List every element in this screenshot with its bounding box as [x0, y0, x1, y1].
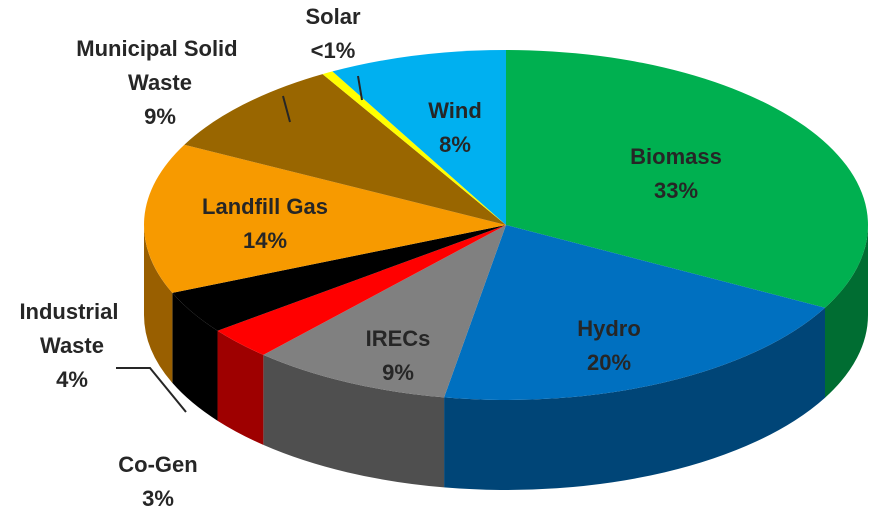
slice	[263, 225, 506, 398]
category-label: Municipal Solid Waste	[76, 36, 243, 95]
slice-side	[144, 225, 173, 383]
slice	[172, 225, 507, 331]
slice	[217, 225, 506, 355]
slice-side	[825, 225, 869, 398]
category-label: Wind	[428, 98, 482, 123]
value-label: 9%	[382, 360, 414, 385]
value-label: 3%	[142, 486, 174, 511]
category-label: Hydro	[577, 316, 641, 341]
slice-side	[217, 330, 264, 445]
category-label: Industrial Waste	[19, 299, 124, 358]
slice	[322, 71, 506, 226]
category-label: Landfill Gas	[202, 194, 328, 219]
category-label: IRECs	[366, 326, 431, 351]
leader-line	[282, 95, 291, 123]
slice-side	[444, 307, 826, 490]
value-label: 4%	[56, 367, 88, 392]
slice-side	[172, 292, 218, 421]
value-label: <1%	[311, 38, 356, 63]
labels: Biomass 33% Hydro 20% IRECs 9% Co-Gen 3% Industr…	[19, 4, 721, 511]
leader-line	[357, 75, 363, 101]
leader-line	[116, 367, 187, 413]
value-label: 8%	[439, 132, 471, 157]
slice	[143, 144, 506, 293]
leader-lines	[116, 75, 363, 413]
pie-tops	[143, 50, 868, 400]
slice	[444, 225, 826, 400]
value-label: 20%	[587, 350, 631, 375]
slice	[184, 74, 506, 226]
value-label: 14%	[243, 228, 287, 253]
category-label: Solar	[305, 4, 360, 29]
slice-side	[263, 354, 445, 488]
value-label: 9%	[144, 104, 176, 129]
pie-sides	[144, 225, 869, 490]
category-label: Co-Gen	[118, 452, 197, 477]
category-label: Biomass	[630, 144, 722, 169]
value-label: 33%	[654, 178, 698, 203]
slice	[332, 50, 506, 225]
slice	[506, 50, 868, 308]
